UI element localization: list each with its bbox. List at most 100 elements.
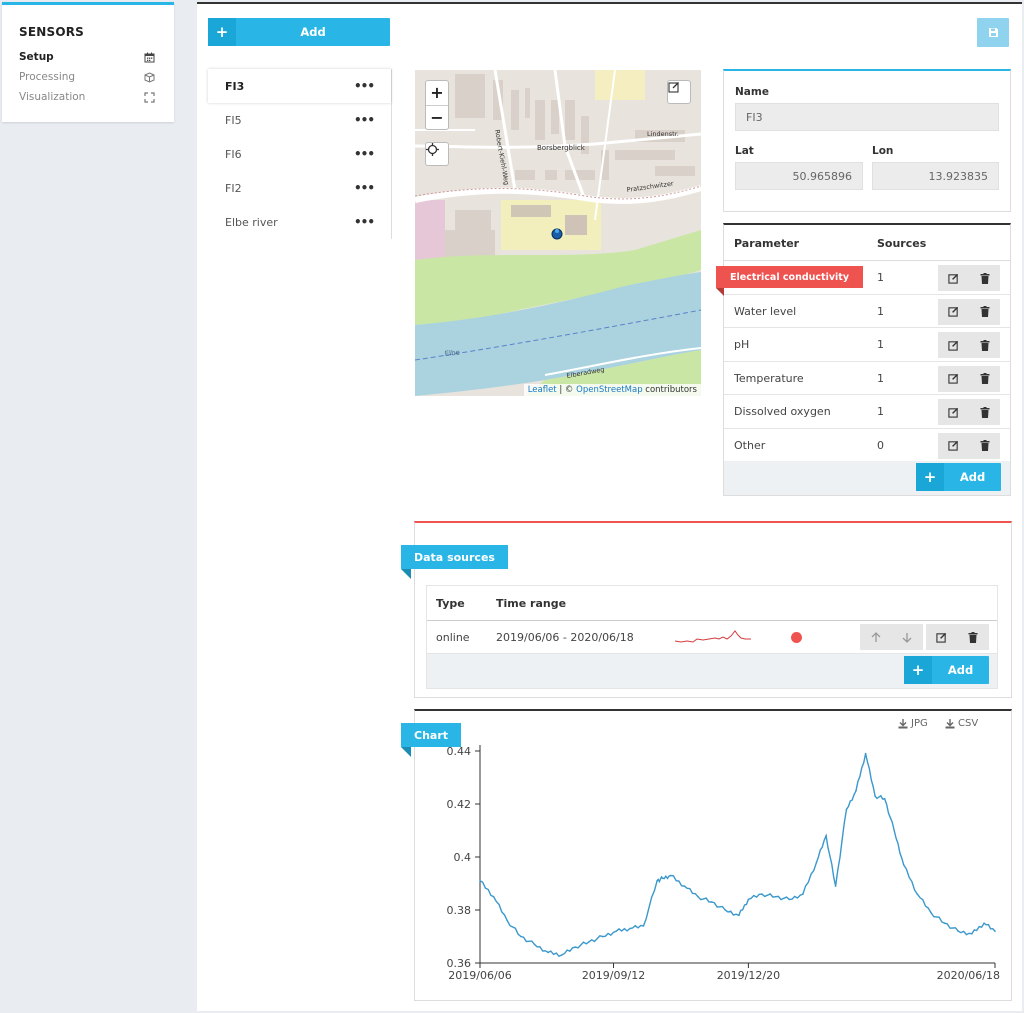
y-tick-label: 0.4 [454, 851, 472, 864]
x-tick-label: 2020/06/18 [937, 969, 1000, 982]
nav-item-setup[interactable]: Setup [19, 51, 155, 67]
param-sources: 1 [877, 371, 884, 385]
data-point [642, 925, 645, 927]
nav-item-label: Visualization [19, 91, 86, 103]
more-icon[interactable]: ••• [353, 79, 375, 93]
x-tick-label: 2019/12/20 [717, 969, 780, 982]
edit-icon [668, 82, 679, 93]
zoom-control: + − [425, 80, 449, 130]
table-row[interactable]: Electrical conductivity 1 [716, 261, 1010, 296]
data-point [710, 901, 713, 903]
add-parameter-label: Add [959, 470, 986, 484]
table-row[interactable]: online 2019/06/06 - 2020/06/18 [427, 621, 997, 654]
data-point [547, 951, 549, 954]
trash-icon[interactable] [958, 624, 990, 650]
table-footer: + Add [724, 461, 1010, 495]
data-point [930, 911, 932, 914]
edit-icon[interactable] [938, 366, 969, 392]
locate-button[interactable] [425, 142, 449, 166]
parameter-table: Parameter Sources Electrical conductivit… [716, 223, 1011, 496]
edit-location-button[interactable] [667, 80, 691, 104]
table-row[interactable]: pH 1 [724, 328, 1010, 362]
sensor-item[interactable]: FI2 ••• [208, 171, 391, 205]
sensor-name: FI2 [225, 181, 242, 195]
trash-icon[interactable] [969, 433, 1000, 459]
table-row[interactable]: Other 0 [724, 429, 1010, 462]
trash-icon[interactable] [969, 399, 1000, 425]
data-point [902, 864, 905, 866]
data-point [916, 893, 919, 895]
sensor-item[interactable]: FI5 ••• [208, 103, 391, 137]
param-name: Other [734, 438, 766, 452]
more-icon[interactable]: ••• [353, 113, 375, 127]
download-csv-button[interactable]: CSV [945, 718, 978, 729]
trash-icon[interactable] [969, 366, 1000, 392]
zoom-in-button[interactable]: + [426, 81, 448, 106]
data-point [893, 829, 895, 832]
save-button[interactable] [977, 18, 1009, 47]
jpg-label: JPG [911, 718, 928, 729]
row-actions [926, 624, 989, 650]
add-sensor-button[interactable]: + Add [208, 18, 390, 46]
chart-title: Chart [401, 723, 462, 757]
sensor-item[interactable]: FI6 ••• [208, 137, 391, 171]
more-icon[interactable]: ••• [353, 215, 375, 229]
sensor-item[interactable]: Elbe river ••• [208, 205, 391, 239]
edit-icon[interactable] [926, 624, 958, 650]
lat-field[interactable]: 50.965896 [735, 162, 863, 190]
edit-icon[interactable] [938, 433, 969, 459]
location-map[interactable]: Borsbergblick Lindenstr. Pratzschwitzer … [415, 70, 701, 396]
map-tiles: Borsbergblick Lindenstr. Pratzschwitzer … [415, 70, 701, 396]
data-point [683, 885, 686, 887]
trash-icon[interactable] [969, 332, 1000, 358]
edit-icon[interactable] [938, 332, 969, 358]
sensor-item[interactable]: FI3 ••• [208, 69, 391, 103]
data-point [994, 930, 996, 932]
data-point [601, 935, 604, 938]
table-row[interactable]: Water level 1 [724, 295, 1010, 328]
nav-item-processing[interactable]: Processing [19, 71, 155, 87]
sensor-name: Elbe river [225, 215, 278, 229]
table-row[interactable]: Temperature 1 [724, 362, 1010, 395]
add-data-source-button[interactable]: + Add [904, 656, 989, 684]
y-tick-label: 0.36 [447, 957, 472, 970]
edit-icon[interactable] [938, 399, 969, 425]
sensors-nav: SENSORS Setup Processing Visualization [2, 2, 174, 122]
crosshair-icon [426, 143, 439, 156]
data-point [874, 795, 876, 797]
arrow-down-icon[interactable] [892, 624, 924, 650]
table-footer: + Add [427, 654, 997, 688]
param-name: Water level [734, 304, 797, 318]
data-sources-table: Type Time range online 2019/06/06 - 2020… [426, 585, 998, 689]
table-row[interactable]: Dissolved oxygen 1 [724, 395, 1010, 429]
sensor-name: FI6 [225, 147, 242, 161]
plus-icon: + [916, 463, 944, 491]
osm-link[interactable]: OpenStreetMap [576, 385, 643, 395]
cube-icon [144, 72, 155, 83]
data-point [533, 943, 536, 946]
series-line [479, 753, 996, 958]
more-icon[interactable]: ••• [353, 147, 375, 161]
edit-icon[interactable] [938, 265, 969, 291]
nav-item-visualization[interactable]: Visualization [19, 91, 155, 107]
name-field[interactable]: FI3 [735, 103, 999, 131]
add-parameter-button[interactable]: + Add [916, 463, 1001, 491]
status-dot [791, 632, 802, 643]
edit-icon[interactable] [938, 299, 969, 325]
col-time-range: Time range [496, 597, 567, 610]
arrow-up-icon[interactable] [860, 624, 892, 650]
expand-icon [144, 92, 155, 103]
lon-field[interactable]: 13.923835 [872, 162, 999, 190]
download-jpg-button[interactable]: JPG [898, 718, 928, 729]
row-actions [938, 332, 1000, 358]
y-tick-label: 0.42 [447, 798, 472, 811]
trash-icon[interactable] [969, 265, 1000, 291]
source-type: online [436, 631, 470, 644]
more-icon[interactable]: ••• [353, 181, 375, 195]
add-data-source-label: Add [947, 663, 974, 677]
leaflet-link[interactable]: Leaflet [527, 385, 557, 395]
zoom-out-button[interactable]: − [430, 108, 444, 127]
plus-icon: + [904, 656, 932, 684]
trash-icon[interactable] [969, 299, 1000, 325]
row-actions [938, 365, 1000, 392]
